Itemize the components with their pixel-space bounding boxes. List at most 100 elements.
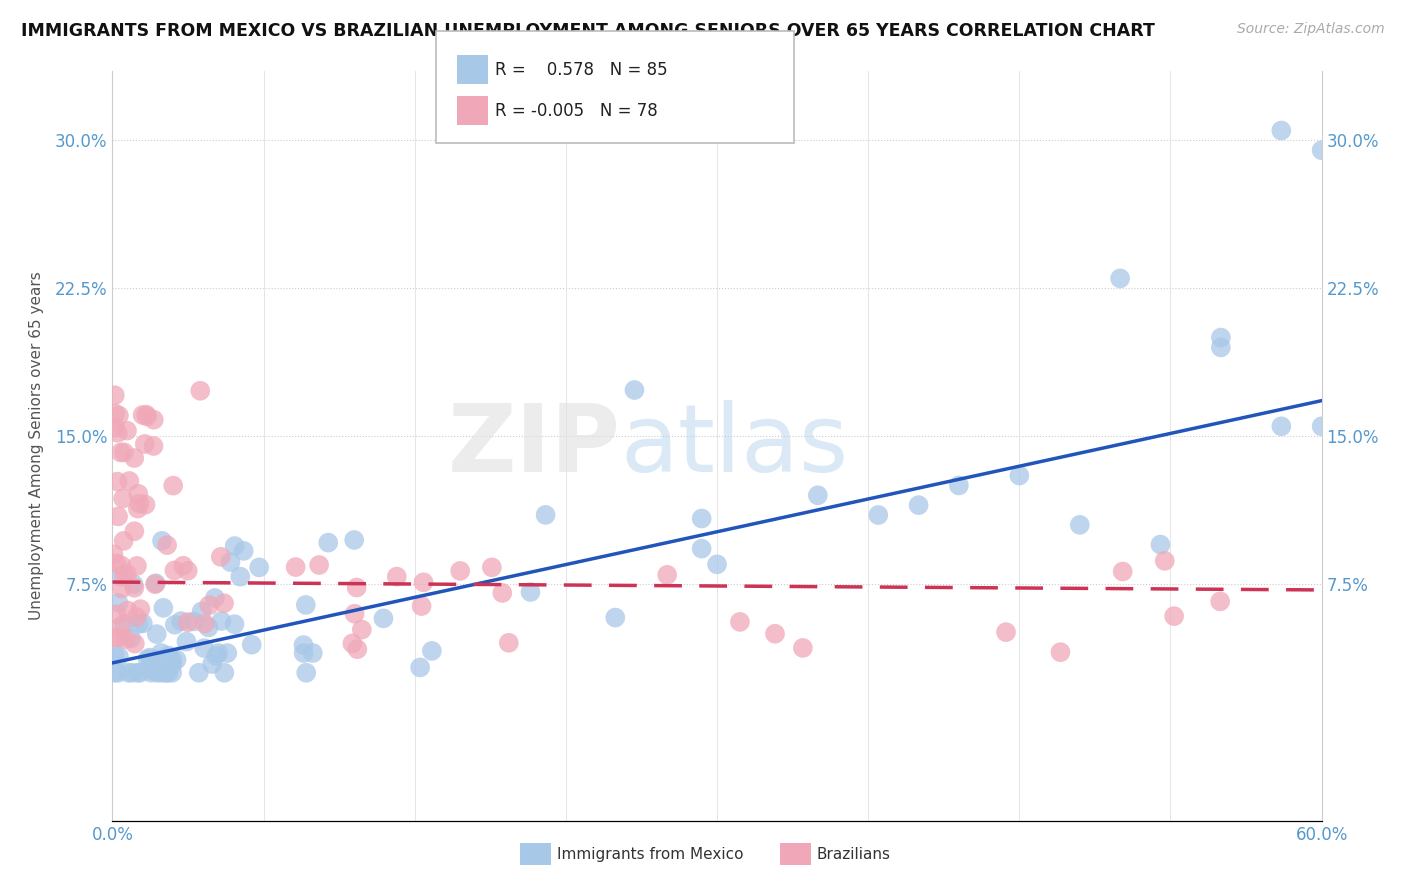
- Point: [209, 549, 232, 564]
- Point: [134, 437, 156, 451]
- Point: [121, 665, 143, 680]
- Point: [308, 558, 330, 572]
- Point: [219, 555, 242, 569]
- Point: [420, 644, 443, 658]
- Point: [125, 610, 148, 624]
- Point: [124, 581, 146, 595]
- Point: [1209, 330, 1232, 344]
- Point: [142, 439, 165, 453]
- Point: [605, 610, 627, 624]
- Point: [110, 445, 132, 459]
- Point: [135, 408, 157, 422]
- Point: [373, 611, 395, 625]
- Point: [292, 638, 315, 652]
- Point: [763, 626, 786, 640]
- Point: [1153, 554, 1175, 568]
- Point: [112, 617, 135, 632]
- Point: [534, 508, 557, 522]
- Point: [201, 657, 224, 671]
- Point: [316, 535, 339, 549]
- Point: [229, 569, 252, 583]
- Point: [117, 665, 139, 680]
- Point: [224, 617, 246, 632]
- Point: [224, 539, 246, 553]
- Point: [136, 409, 159, 424]
- Point: [706, 558, 728, 572]
- Point: [190, 604, 212, 618]
- Point: [111, 582, 134, 596]
- Point: [172, 558, 194, 573]
- Point: [343, 533, 366, 547]
- Point: [138, 663, 160, 677]
- Point: [134, 498, 156, 512]
- Point: [124, 637, 146, 651]
- Point: [295, 665, 318, 680]
- Point: [292, 646, 315, 660]
- Point: [150, 533, 173, 548]
- Point: [491, 586, 513, 600]
- Text: Source: ZipAtlas.com: Source: ZipAtlas.com: [1237, 22, 1385, 37]
- Point: [346, 642, 368, 657]
- Point: [104, 407, 127, 421]
- Point: [188, 384, 211, 398]
- Point: [122, 577, 145, 591]
- Point: [240, 638, 263, 652]
- Point: [343, 607, 366, 621]
- Point: [807, 488, 830, 502]
- Text: R =    0.578   N = 85: R = 0.578 N = 85: [495, 61, 668, 78]
- Point: [152, 600, 174, 615]
- Point: [1270, 123, 1292, 137]
- Point: [1109, 271, 1132, 285]
- Point: [187, 665, 209, 680]
- Point: [153, 665, 176, 680]
- Point: [163, 617, 186, 632]
- Point: [217, 646, 239, 660]
- Point: [143, 577, 166, 591]
- Point: [107, 596, 129, 610]
- Point: [163, 563, 186, 577]
- Point: [868, 508, 890, 522]
- Point: [112, 491, 135, 506]
- Point: [110, 558, 132, 573]
- Point: [125, 558, 148, 573]
- Point: [108, 409, 131, 423]
- Point: [657, 567, 679, 582]
- Point: [346, 581, 368, 595]
- Point: [205, 648, 228, 663]
- Text: atlas: atlas: [620, 400, 849, 492]
- Point: [107, 425, 129, 440]
- Point: [136, 652, 159, 666]
- Point: [350, 623, 373, 637]
- Point: [104, 388, 127, 402]
- Point: [128, 496, 150, 510]
- Point: [157, 665, 180, 680]
- Point: [1270, 419, 1292, 434]
- Point: [142, 413, 165, 427]
- Point: [146, 665, 169, 680]
- Point: [412, 575, 434, 590]
- Point: [690, 541, 713, 556]
- Point: [129, 602, 152, 616]
- Point: [145, 576, 167, 591]
- Point: [194, 616, 217, 631]
- Point: [1049, 645, 1071, 659]
- Point: [209, 614, 232, 628]
- Point: [156, 665, 179, 680]
- Text: ZIP: ZIP: [447, 400, 620, 492]
- Point: [728, 615, 751, 629]
- Point: [1209, 340, 1232, 354]
- Point: [115, 632, 138, 646]
- Point: [301, 646, 323, 660]
- Point: [176, 634, 198, 648]
- Text: IMMIGRANTS FROM MEXICO VS BRAZILIAN UNEMPLOYMENT AMONG SENIORS OVER 65 YEARS COR: IMMIGRANTS FROM MEXICO VS BRAZILIAN UNEM…: [21, 22, 1154, 40]
- Point: [1310, 143, 1333, 157]
- Point: [107, 475, 129, 489]
- Point: [103, 665, 125, 680]
- Point: [112, 445, 135, 459]
- Point: [995, 625, 1018, 640]
- Point: [139, 665, 162, 680]
- Point: [148, 652, 170, 666]
- Point: [150, 646, 173, 660]
- Point: [449, 564, 471, 578]
- Point: [128, 616, 150, 631]
